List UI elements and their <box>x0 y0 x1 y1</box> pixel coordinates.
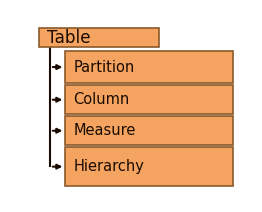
FancyBboxPatch shape <box>65 147 233 186</box>
FancyBboxPatch shape <box>65 85 233 114</box>
Text: Measure: Measure <box>73 123 136 138</box>
Text: Hierarchy: Hierarchy <box>73 159 144 174</box>
Text: Partition: Partition <box>73 60 135 75</box>
FancyBboxPatch shape <box>39 28 159 47</box>
Text: Column: Column <box>73 92 130 107</box>
Text: Table: Table <box>47 29 90 47</box>
FancyBboxPatch shape <box>65 51 233 83</box>
FancyBboxPatch shape <box>65 116 233 145</box>
